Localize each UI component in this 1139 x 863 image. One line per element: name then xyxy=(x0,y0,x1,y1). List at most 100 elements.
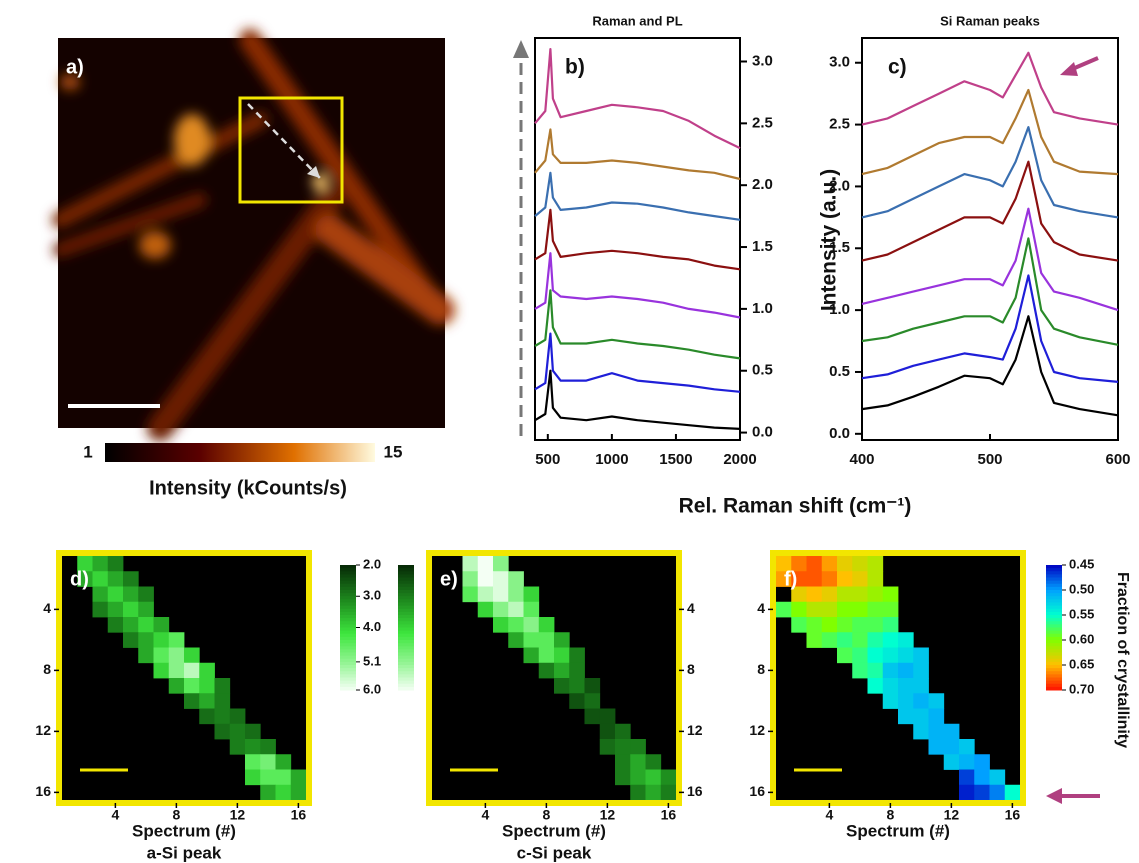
colorbar-segment xyxy=(1046,596,1062,600)
y-tick-label: 4 xyxy=(687,600,695,616)
colorbar-segment xyxy=(1046,593,1062,597)
colorbar-segment xyxy=(1046,624,1062,628)
heatmap-cell xyxy=(199,678,215,694)
spectrum xyxy=(534,289,741,360)
colorbar-segment xyxy=(1046,683,1062,688)
heatmap-cell xyxy=(138,632,154,648)
colorbar-segment xyxy=(1046,568,1062,572)
heatmap-cell xyxy=(852,632,868,648)
colorbar-segment xyxy=(1046,618,1062,622)
heatmap-cell xyxy=(554,678,570,694)
spectrum xyxy=(861,160,1119,262)
heatmap-cell xyxy=(538,647,555,664)
heatmap-cell xyxy=(913,708,929,725)
colorbar-segment xyxy=(398,633,414,638)
colorbar-tick-label: 6.0 xyxy=(363,681,381,696)
colorbar-segment xyxy=(340,593,356,597)
colorbar-segment xyxy=(398,605,414,610)
colorbar-segment xyxy=(1046,652,1062,657)
x-tick-label: 4 xyxy=(825,807,833,823)
colorbar-segment xyxy=(340,577,356,582)
colorbar-tick-label: 0.50 xyxy=(1069,581,1094,596)
heatmap-cell xyxy=(974,784,990,801)
colorbar-segment xyxy=(340,586,356,591)
panel-label: e) xyxy=(440,568,458,590)
y-tick-label: 0.5 xyxy=(752,362,773,379)
heatmap-cell xyxy=(462,586,479,603)
colorbar-segment xyxy=(1046,658,1062,663)
colorbar-segment xyxy=(398,621,414,625)
heatmap-cell xyxy=(645,754,662,770)
colorbar-tick-label: 5.1 xyxy=(363,653,381,668)
heatmap-cell xyxy=(107,556,124,572)
heatmap-cell xyxy=(615,723,631,740)
colorbar-segment xyxy=(1046,646,1062,650)
colorbar-segment xyxy=(398,574,414,578)
heatmap-cell xyxy=(776,556,792,572)
heatmap-cell xyxy=(645,784,662,801)
colorbar-segment xyxy=(398,655,414,660)
heatmap-cell xyxy=(153,617,170,633)
heatmap-cell xyxy=(882,586,899,603)
heatmap-cell xyxy=(867,662,884,679)
spectrum xyxy=(861,207,1119,312)
heatmap-cell xyxy=(867,632,884,648)
heatmap-cell xyxy=(245,754,261,770)
y-tick-label: 2.5 xyxy=(752,114,773,131)
colorbar-segment xyxy=(1046,577,1062,582)
colorbar-segment xyxy=(340,608,356,613)
y-tick-label: 4 xyxy=(43,600,51,616)
heatmap-cell xyxy=(837,647,853,664)
heatmap-cell xyxy=(538,617,555,633)
colorbar-segment xyxy=(1046,636,1062,641)
colorbar-segment xyxy=(1046,583,1062,588)
colorbar-segment xyxy=(340,643,356,647)
heatmap-cell xyxy=(107,571,124,587)
heatmap-cell xyxy=(882,647,899,664)
heatmap-cell xyxy=(508,586,524,603)
heatmap-cell xyxy=(153,632,170,648)
heatmap-cell xyxy=(943,739,960,755)
colorbar-segment xyxy=(340,674,356,678)
colorbar-segment xyxy=(398,580,414,585)
heatmap-cell xyxy=(882,662,899,679)
heatmap-cell xyxy=(245,739,261,755)
colorbar-segment xyxy=(1046,627,1062,632)
intensity-colorbar xyxy=(105,443,375,462)
x-axis-label: Spectrum (#) xyxy=(846,821,950,840)
heatmap-cell xyxy=(989,784,1006,801)
heatmap-cell xyxy=(898,708,914,725)
colorbar-segment xyxy=(1046,565,1062,569)
heatmap-cell xyxy=(806,601,823,618)
colorbar-segment xyxy=(1046,649,1062,653)
spectrum xyxy=(534,48,741,150)
colorbar-min: 1 xyxy=(83,442,92,461)
heatmap-cell xyxy=(898,647,914,664)
heatmap-cell xyxy=(107,617,124,633)
heatmap-cell xyxy=(523,617,540,633)
heatmap-cell xyxy=(493,601,509,618)
heatmap-cell xyxy=(630,754,646,770)
colorbar-segment xyxy=(340,649,356,653)
heatmap-cell xyxy=(791,586,807,603)
colorbar-segment xyxy=(1046,633,1062,638)
colorbar-segment xyxy=(398,640,414,644)
colorbar-segment xyxy=(398,571,414,575)
heatmap-cell xyxy=(867,571,884,587)
heatmap-cell xyxy=(245,769,261,786)
heatmap-cell xyxy=(523,601,540,618)
colorbar-segment xyxy=(1046,602,1062,607)
heatmap-cell xyxy=(184,647,200,664)
colorbar-segment xyxy=(398,565,414,569)
heatmap-cell xyxy=(477,571,494,587)
colorbar-segment xyxy=(340,571,356,575)
colorbar-segment xyxy=(1046,668,1062,672)
heatmap-cell xyxy=(123,601,139,618)
heatmap-frame xyxy=(56,550,312,806)
panel-label: a) xyxy=(66,56,84,78)
colorbar-segment xyxy=(340,680,356,685)
colorbar-segment xyxy=(398,586,414,591)
colorbar-segment xyxy=(340,683,356,688)
colorbar-segment xyxy=(398,646,414,650)
